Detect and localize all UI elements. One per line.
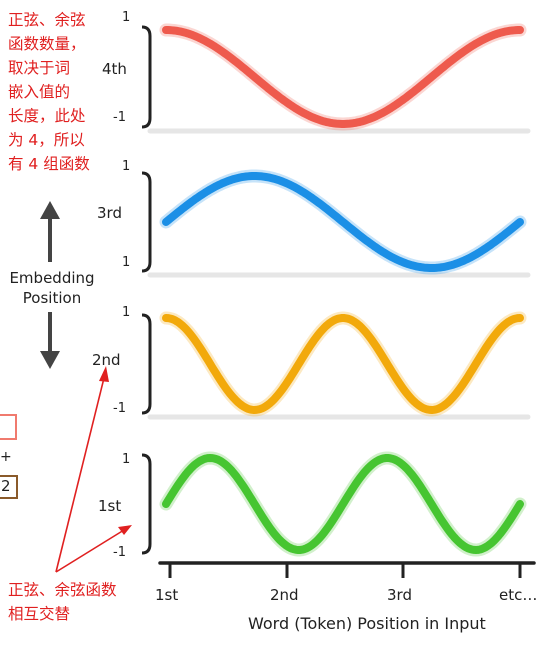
y-bracket [141, 313, 152, 415]
annotation-line: 正弦、余弦函数 [8, 581, 117, 599]
annotation-line: 取决于词 [8, 59, 71, 77]
annotation-line: 相互交替 [8, 605, 71, 623]
y-tick-min: -1 [113, 545, 126, 560]
wave-3rd [162, 172, 524, 272]
wave-halo [159, 23, 527, 131]
y-tick-max: 1 [122, 452, 131, 467]
callout-arrows [55, 366, 132, 573]
wave-halo [159, 311, 527, 417]
annotation-line: 正弦、余弦 [8, 11, 86, 29]
row-label-2nd: 2nd [92, 351, 121, 369]
wave-1st [162, 454, 524, 554]
y-brackets [141, 25, 152, 555]
row-label-3rd: 3rd [97, 204, 122, 222]
wave-2nd [162, 314, 524, 414]
y-tick-max: 1 [122, 159, 131, 174]
edge-plus-sign: + [0, 449, 12, 465]
y-tick-min: -1 [113, 110, 126, 125]
annotation-alternation: 正弦、余弦函数 相互交替 [8, 578, 117, 626]
y-bracket [141, 171, 152, 273]
y-tick-min: -1 [113, 401, 126, 416]
x-axis-label: Word (Token) Position in Input [248, 614, 486, 633]
plot-baselines [147, 128, 531, 420]
x-tick-label: 1st [155, 586, 179, 604]
y-tick-max: 1 [122, 305, 131, 320]
annotation-line: 嵌入值的 [8, 83, 71, 101]
y-bracket [141, 453, 152, 555]
x-axis [158, 561, 536, 578]
annotation-line: 函数数量， [8, 35, 86, 53]
x-tick-label: etc… [499, 586, 538, 604]
edge-box-red [0, 414, 17, 440]
y-bracket [141, 25, 152, 129]
y-tick-max: 1 [122, 10, 131, 25]
x-tick-label: 2nd [270, 586, 299, 604]
row-label-1st: 1st [98, 497, 122, 515]
annotation-line: 长度，此处 [8, 107, 86, 125]
row-label-4th: 4th [102, 60, 127, 78]
x-tick-label: 3rd [387, 586, 412, 604]
embedding-position-label: Embedding Position [2, 268, 102, 308]
embedding-position-arrow [40, 201, 60, 369]
annotation-line: 为 4，所以 [8, 131, 85, 149]
annotation-function-count: 正弦、余弦 函数数量， 取决于词 嵌入值的 长度，此处 为 4，所以 有 4 组… [8, 8, 90, 176]
side-label-line: Embedding [9, 269, 95, 287]
side-label-line: Position [22, 289, 82, 307]
waves-group [159, 23, 527, 557]
edge-box-brown [0, 475, 18, 499]
wave-4th [162, 26, 524, 128]
annotation-line: 有 4 组函数 [8, 155, 90, 173]
y-tick-min: 1 [122, 255, 131, 270]
edge-number-two: 2 [1, 477, 11, 495]
